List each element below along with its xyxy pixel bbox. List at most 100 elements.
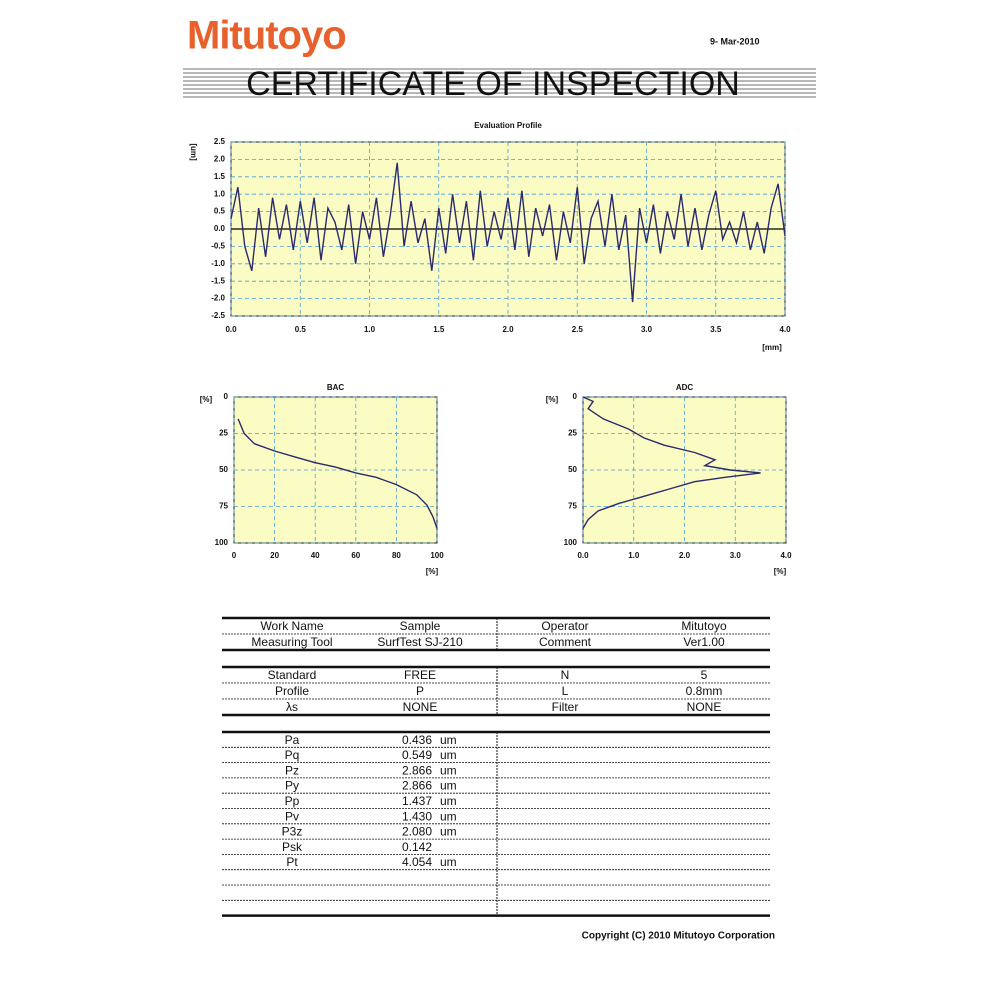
y-tick-label: -1.0: [211, 259, 225, 268]
x-tick-label: 4.0: [780, 551, 792, 560]
result-value: 4.054: [402, 855, 432, 869]
y-tick-label: 0.0: [214, 224, 226, 233]
x-tick-label: 2.5: [572, 325, 584, 334]
x-tick-label: 80: [392, 551, 401, 560]
x-axis-label: [%]: [774, 567, 787, 576]
result-name: Pv: [285, 809, 299, 823]
result-name: Pa: [285, 733, 300, 747]
result-value: 1.437: [402, 794, 432, 808]
table-cell: Profile: [275, 684, 309, 698]
result-unit: um: [440, 748, 457, 762]
y-tick-label: 75: [568, 502, 577, 511]
title-band: [183, 68, 816, 98]
x-axis-label: [%]: [426, 567, 439, 576]
table-cell: SurfTest SJ-210: [377, 635, 463, 649]
doc-title: CERTIFICATE OF INSPECTION: [246, 65, 740, 103]
result-value: 0.436: [402, 733, 432, 747]
x-tick-label: 2.0: [679, 551, 691, 560]
result-name: Py: [285, 779, 299, 793]
result-value: 2.866: [402, 763, 432, 777]
x-tick-label: 40: [311, 551, 320, 560]
x-tick-label: 60: [351, 551, 360, 560]
date: 9- Mar-2010: [710, 36, 760, 46]
y-tick-label: -1.5: [211, 276, 225, 285]
y-tick-label: 2.0: [214, 155, 226, 164]
chart-title: Evaluation Profile: [474, 121, 542, 130]
data-line: [237, 418, 438, 529]
table-cell: N: [561, 668, 570, 682]
x-tick-label: 0.5: [295, 325, 307, 334]
result-name: P3z: [282, 825, 303, 839]
y-tick-label: 100: [215, 538, 229, 547]
data-line: [230, 162, 786, 303]
result-unit: um: [440, 855, 457, 869]
y-tick-label: 1.5: [214, 172, 226, 181]
logo: Mitutoyo: [187, 14, 346, 58]
table-cell: Sample: [400, 619, 441, 633]
charts: Evaluation Profile [um] [mm] 2.5 2.0 1.5 1.0 0.…: [189, 121, 792, 576]
y-tick-label: -2.5: [211, 311, 225, 320]
table-cell: Measuring Tool: [251, 635, 332, 649]
result-name: Pp: [285, 794, 300, 808]
result-name: Pt: [286, 855, 298, 869]
table-cell: P: [416, 684, 424, 698]
x-tick-label: 3.0: [641, 325, 653, 334]
y-tick-label: -2.0: [211, 294, 225, 303]
result-unit: um: [440, 794, 457, 808]
result-value: 0.549: [402, 748, 432, 762]
y-axis-label: [%]: [546, 395, 559, 404]
x-tick-label: 0: [232, 551, 237, 560]
table-cell: Work Name: [260, 619, 323, 633]
x-tick-label: 20: [270, 551, 279, 560]
result-unit: um: [440, 825, 457, 839]
x-axis-label: [mm]: [762, 343, 782, 352]
data-line: [582, 396, 761, 529]
y-tick-label: 100: [564, 538, 578, 547]
y-tick-label: 0: [573, 392, 578, 401]
y-tick-label: 75: [219, 502, 228, 511]
table-cell: Mitutoyo: [681, 619, 727, 633]
y-tick-label: 25: [219, 429, 228, 438]
result-unit: um: [440, 733, 457, 747]
result-value: 0.142: [402, 840, 432, 854]
x-tick-label: 0.0: [225, 325, 237, 334]
x-tick-label: 3.0: [730, 551, 742, 560]
table-cell: NONE: [403, 700, 438, 714]
table: Work Name Sample Operator Mitutoyo Measuring…: [222, 616, 770, 917]
y-tick-label: 0: [224, 392, 229, 401]
y-tick-label: 50: [219, 465, 228, 474]
result-value: 2.866: [402, 779, 432, 793]
result-name: Pq: [285, 748, 300, 762]
table-cell: Ver1.00: [683, 635, 725, 649]
result-name: Pz: [285, 763, 299, 777]
result-unit: um: [440, 763, 457, 777]
x-tick-label: 100: [430, 551, 444, 560]
y-axis-label: [um]: [189, 143, 198, 161]
y-tick-label: 50: [568, 465, 577, 474]
result-value: 2.080: [402, 825, 432, 839]
result-unit: um: [440, 779, 457, 793]
table-cell: λs: [286, 700, 298, 714]
result-unit: um: [440, 809, 457, 823]
y-tick-label: 0.5: [214, 207, 226, 216]
x-tick-label: 3.5: [710, 325, 722, 334]
chart-title: ADC: [676, 383, 694, 392]
x-tick-label: 2.0: [502, 325, 514, 334]
table-cell: FREE: [404, 668, 436, 682]
x-tick-label: 1.0: [628, 551, 640, 560]
table-cell: Filter: [552, 700, 579, 714]
table-cell: NONE: [687, 700, 722, 714]
table-cell: 5: [701, 668, 708, 682]
table-cell: 0.8mm: [686, 684, 723, 698]
table-cell: Operator: [541, 619, 588, 633]
table-cell: Standard: [268, 668, 317, 682]
chart-title: BAC: [327, 383, 345, 392]
x-tick-label: 0.0: [577, 551, 589, 560]
result-value: 1.430: [402, 809, 432, 823]
table-cell: L: [562, 684, 569, 698]
y-axis-label: [%]: [200, 395, 213, 404]
footer: Copyright (C) 2010 Mitutoyo Corporation: [582, 931, 775, 942]
x-tick-label: 4.0: [779, 325, 791, 334]
y-tick-label: 2.5: [214, 137, 226, 146]
